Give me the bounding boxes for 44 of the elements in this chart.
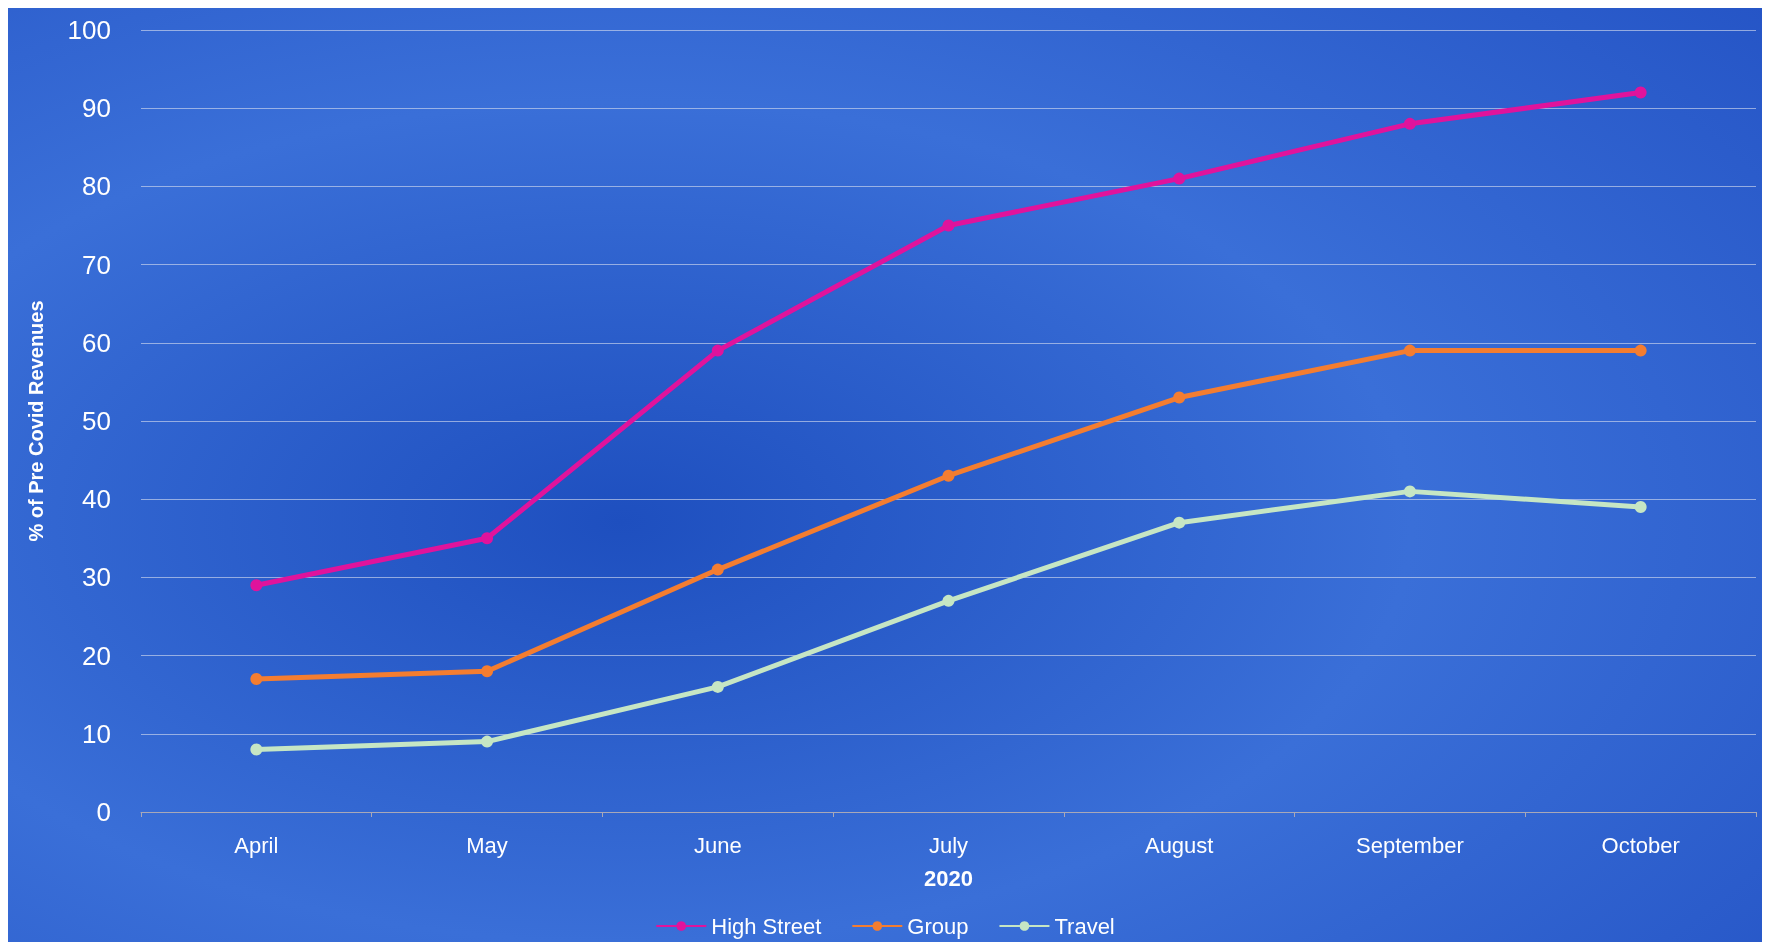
legend-label: Travel xyxy=(1054,913,1115,939)
y-tick-label: 10 xyxy=(82,718,111,749)
point xyxy=(481,735,494,748)
y-tick-label: 70 xyxy=(82,249,111,280)
point xyxy=(1634,501,1647,514)
point xyxy=(711,563,724,576)
point xyxy=(250,743,263,756)
x-tick-label: June xyxy=(693,832,742,858)
point xyxy=(1403,485,1416,498)
point xyxy=(1403,344,1416,357)
y-tick-label: 90 xyxy=(82,93,111,124)
y-tick-label: 80 xyxy=(82,171,111,202)
point xyxy=(942,594,955,607)
x-tick-label: October xyxy=(1601,832,1680,858)
point xyxy=(711,344,724,357)
legend-label: Group xyxy=(907,913,969,939)
x-axis-title: 2020 xyxy=(924,865,973,891)
point xyxy=(1173,172,1186,185)
point xyxy=(1173,516,1186,529)
legend-label: High Street xyxy=(711,913,822,939)
y-tick-label: 100 xyxy=(67,15,111,45)
x-tick-label: May xyxy=(466,832,508,858)
point xyxy=(1403,117,1416,130)
point xyxy=(481,665,494,678)
x-tick-label: April xyxy=(234,832,279,858)
y-tick-label: 50 xyxy=(82,406,111,436)
x-tick-label: July xyxy=(928,832,969,858)
point xyxy=(942,469,955,482)
y-axis-title: % of Pre Covid Revenues xyxy=(25,300,47,542)
y-tick-label: 60 xyxy=(82,327,111,358)
y-tick-label: 30 xyxy=(82,562,111,593)
point xyxy=(250,673,263,686)
point xyxy=(711,680,724,693)
point xyxy=(1634,86,1647,99)
x-tick-label: September xyxy=(1356,832,1464,858)
point xyxy=(1173,391,1186,404)
x-tick-label: August xyxy=(1144,832,1214,858)
point xyxy=(1634,344,1647,357)
y-tick-label: 20 xyxy=(82,640,111,671)
y-tick-label: 40 xyxy=(82,484,111,515)
point xyxy=(250,579,263,592)
point xyxy=(481,532,494,545)
point xyxy=(942,219,955,232)
y-tick-label: 0 xyxy=(96,797,111,827)
